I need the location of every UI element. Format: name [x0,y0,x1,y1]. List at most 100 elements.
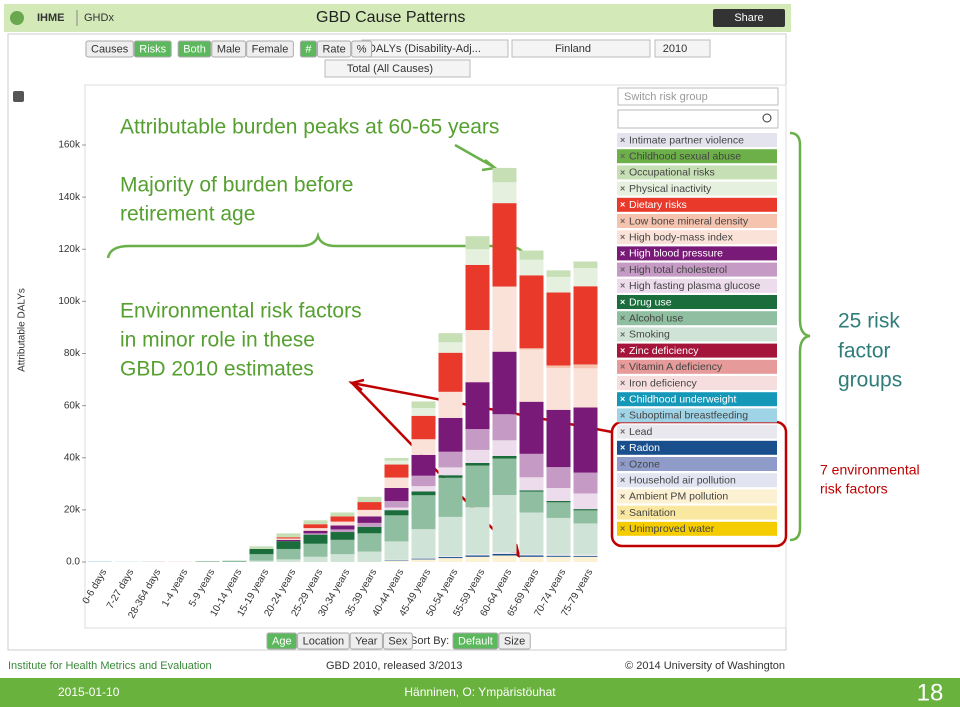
legend-remove[interactable]: × [620,507,625,517]
legend-label[interactable]: Lead [629,426,653,438]
bar-segment[interactable] [573,364,598,369]
bar-segment[interactable] [492,555,517,562]
footer-right[interactable]: © 2014 University of Washington [625,660,785,672]
bar-segment[interactable] [330,529,355,533]
bar-segment[interactable] [411,415,436,440]
legend-swatch[interactable] [617,440,777,455]
bar-segment[interactable] [276,539,301,542]
bar-segment[interactable] [411,475,436,487]
bar-segment[interactable] [384,541,409,560]
bar-segment[interactable] [87,561,112,562]
risk-group-placeholder[interactable]: Switch risk group [624,91,708,103]
bar-segment[interactable] [384,487,409,502]
year-dropdown[interactable] [654,39,711,58]
legend-label[interactable]: Zinc deficiency [629,345,699,357]
legend-swatch[interactable] [617,359,777,374]
bar-segment[interactable] [492,440,517,456]
toggle-label[interactable]: Size [504,635,525,647]
bar-segment[interactable] [438,342,463,353]
bar-segment[interactable] [438,352,463,392]
bar-segment[interactable] [222,560,247,562]
bar-segment[interactable] [249,546,274,549]
legend-swatch[interactable] [617,181,777,196]
legend-remove[interactable]: × [620,281,625,291]
bar-segment[interactable] [492,552,517,554]
legend-remove[interactable]: × [620,524,625,534]
toggle-label[interactable]: Risks [139,43,166,55]
legend-label[interactable]: Physical inactivity [629,183,712,195]
legend-label[interactable]: High blood pressure [629,248,723,260]
toggle-button[interactable] [211,40,247,58]
bar-segment[interactable] [357,522,382,527]
bar-segment[interactable] [573,509,598,511]
bar-segment[interactable] [303,533,328,535]
bar-segment[interactable] [519,555,544,557]
legend-label[interactable]: High body-mass index [629,231,734,243]
toggle-label[interactable]: Location [303,635,345,647]
bar-segment[interactable] [546,554,571,556]
bar-segment[interactable] [573,286,598,365]
bar-segment[interactable] [546,502,571,518]
bar-segment[interactable] [438,417,463,452]
bar-segment[interactable] [357,526,382,534]
legend-remove[interactable]: × [620,264,625,274]
bar-segment[interactable] [465,462,490,466]
bar-segment[interactable] [276,541,301,549]
year-value[interactable]: 2010 [663,43,687,55]
bar-segment[interactable] [465,382,490,430]
bar-segment[interactable] [411,407,436,416]
bar-segment[interactable] [492,414,517,441]
legend-swatch[interactable] [617,133,777,147]
legend-remove[interactable]: × [620,200,625,210]
search-box[interactable] [617,109,779,129]
toggle-label[interactable]: Age [272,635,292,647]
toggle-button[interactable] [351,40,373,58]
bar-segment[interactable] [546,517,571,555]
bar-segment[interactable] [546,292,571,366]
risk-group-dropdown[interactable] [617,87,779,106]
toggle-label[interactable]: Sex [388,635,407,647]
legend-swatch[interactable] [617,165,777,180]
bar-segment[interactable] [465,264,490,331]
legend-label[interactable]: Childhood underweight [629,393,736,405]
bar-segment[interactable] [384,515,409,542]
bar-segment[interactable] [546,501,571,503]
lock-icon[interactable] [13,91,24,102]
legend-remove[interactable]: × [620,362,625,372]
legend-remove[interactable]: × [620,410,625,420]
bar-segment[interactable] [438,333,463,343]
bar-segment[interactable] [492,458,517,496]
footer-left[interactable]: Institute for Health Metrics and Evaluat… [8,660,212,672]
toggle-button[interactable] [349,632,383,650]
bar-segment[interactable] [195,561,220,562]
legend-label[interactable]: Ozone [629,458,660,470]
legend-label[interactable]: Household air pollution [629,474,736,486]
bar-segment[interactable] [492,495,517,553]
bar-segment[interactable] [546,555,571,557]
legend-label[interactable]: High total cholesterol [629,264,727,276]
bar-segment[interactable] [357,516,382,523]
toggle-label[interactable]: Causes [91,43,129,55]
legend-swatch[interactable] [617,343,777,358]
toggle-label[interactable]: Male [217,43,241,55]
bar-segment[interactable] [357,496,382,503]
bar-segment[interactable] [384,507,409,511]
bar-segment[interactable] [438,516,463,557]
legend-swatch[interactable] [617,278,777,293]
legend-remove[interactable]: × [620,135,625,145]
toggle-button[interactable] [177,40,212,58]
bar-segment[interactable] [465,429,490,450]
legend-remove[interactable]: × [620,297,625,307]
bar-segment[interactable] [330,516,355,522]
bar-segment[interactable] [465,507,490,555]
legend-swatch[interactable] [617,230,777,245]
bar-segment[interactable] [384,460,409,465]
legend-swatch[interactable] [617,149,777,164]
legend-label[interactable]: Alcohol use [629,312,683,324]
legend-remove[interactable]: × [620,345,625,355]
legend-remove[interactable]: × [620,183,625,193]
bar-segment[interactable] [519,349,544,402]
bar-segment[interactable] [276,559,301,562]
bar-segment[interactable] [330,512,355,517]
bar-segment[interactable] [303,524,328,529]
